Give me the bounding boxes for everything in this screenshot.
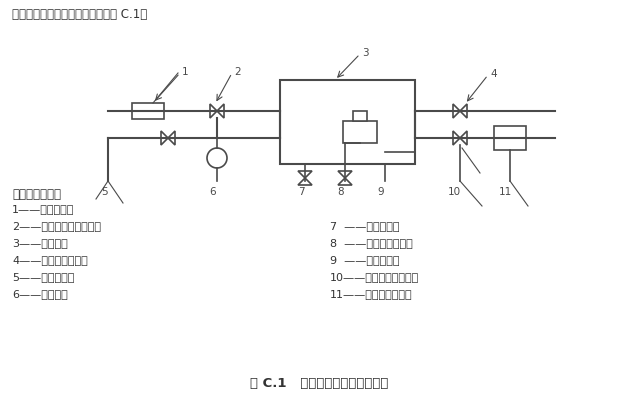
Bar [494,126,526,150]
Bar [132,103,164,119]
Text: 10——检漏仪前端阀门；: 10——检漏仪前端阀门； [330,272,419,282]
Text: 1——标准漏孔；: 1——标准漏孔； [12,204,75,214]
Text: 6: 6 [210,187,216,197]
Bar [280,80,415,164]
Text: 6——压力表；: 6——压力表； [12,289,68,299]
Text: 4——置换气体出口；: 4——置换气体出口； [12,255,88,265]
Text: 5: 5 [101,187,107,197]
Text: 10: 10 [447,187,461,197]
Text: 1: 1 [182,67,189,77]
Text: 11——氦质谱检漏仪。: 11——氦质谱检漏仪。 [330,289,413,299]
Text: 2: 2 [234,67,241,77]
Bar [353,111,367,121]
Text: 8  ——置换气体入口；: 8 ——置换气体入口； [330,238,413,248]
Text: 9: 9 [378,187,384,197]
Text: 3——真空舱；: 3——真空舱； [12,238,68,248]
Text: 7: 7 [298,187,304,197]
Text: 4: 4 [490,69,496,79]
Text: 标引序号说明：: 标引序号说明： [12,188,61,201]
Text: 2——标准漏孔前端阀门；: 2——标准漏孔前端阀门； [12,221,101,231]
Text: 11: 11 [498,187,512,197]
Text: 9  ——组合阀门；: 9 ——组合阀门； [330,255,399,265]
Text: 图 C.1   真空舱气密性试验原理图: 图 C.1 真空舱气密性试验原理图 [250,377,388,390]
Text: 7  ——排气管路；: 7 ——排气管路； [330,221,399,231]
Text: 真空舱气密性试验系统原理图见图 C.1。: 真空舱气密性试验系统原理图见图 C.1。 [12,8,147,21]
Text: 5——增压管路；: 5——增压管路； [12,272,75,282]
Bar [343,121,377,143]
Text: 3: 3 [362,48,369,58]
Text: 8: 8 [338,187,345,197]
